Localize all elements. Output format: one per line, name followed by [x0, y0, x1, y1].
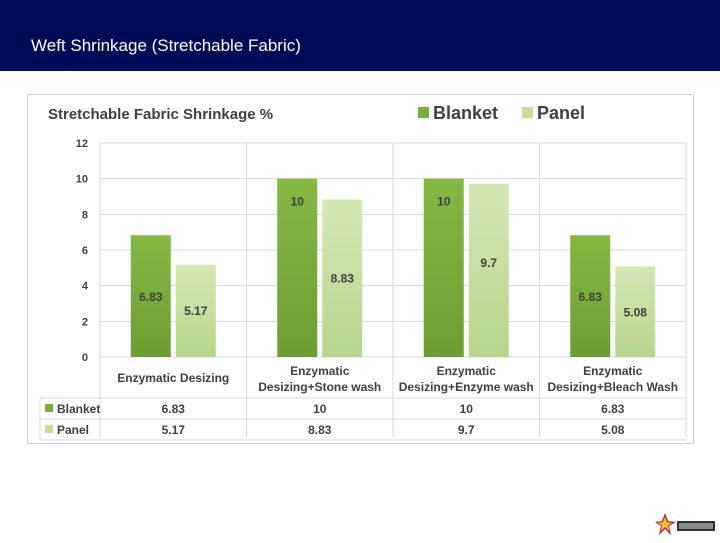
- table-row-header: Panel: [57, 423, 89, 437]
- slide-title: Weft Shrinkage (Stretchable Fabric): [31, 36, 301, 55]
- category-label: Desizing+Stone wash: [258, 380, 381, 394]
- data-label-panel: 5.17: [184, 304, 208, 318]
- bar-blanket: [423, 178, 464, 357]
- chart-title: Stretchable Fabric Shrinkage %: [48, 106, 273, 123]
- legend-swatch-panel: [522, 107, 533, 118]
- y-tick-label: 12: [76, 138, 88, 150]
- legend-label-panel: Panel: [537, 103, 585, 123]
- table-swatch-panel: [45, 425, 53, 433]
- data-label-blanket: 10: [437, 195, 451, 209]
- data-label-panel: 8.83: [331, 272, 355, 286]
- category-label: Enzymatic: [583, 364, 643, 378]
- category-label: Enzymatic: [290, 364, 350, 378]
- legend-swatch-blanket: [418, 107, 429, 118]
- bar-blanket: [130, 235, 171, 357]
- table-cell: 8.83: [308, 423, 332, 437]
- chart-bars: [130, 178, 656, 357]
- bar-panel: [322, 199, 363, 357]
- category-label: Desizing+Bleach Wash: [547, 380, 678, 394]
- bar-panel: [615, 266, 656, 357]
- data-label-panel: 5.08: [624, 305, 648, 319]
- table-cell: 6.83: [162, 402, 186, 416]
- data-label-blanket: 10: [291, 195, 305, 209]
- y-tick-label: 6: [82, 245, 88, 257]
- category-label: Desizing+Enzyme wash: [399, 380, 534, 394]
- category-label: Enzymatic Desizing: [117, 371, 229, 385]
- data-table: Enzymatic Desizing Enzymatic Desizing+Ston…: [39, 364, 686, 441]
- company-logo: [655, 510, 717, 538]
- table-cell: 10: [460, 402, 474, 416]
- bar-blanket: [570, 235, 611, 357]
- y-tick-label: 0: [82, 352, 88, 364]
- shrinkage-chart: Stretchable Fabric Shrinkage % Blanket Pa…: [39, 103, 687, 441]
- table-cell: 5.17: [162, 423, 186, 437]
- category-label: Enzymatic: [437, 364, 497, 378]
- chart-legend: Blanket Panel: [418, 103, 585, 123]
- chart-area: Stretchable Fabric Shrinkage % Blanket Pa…: [27, 94, 694, 444]
- legend-label-blanket: Blanket: [433, 103, 498, 123]
- bar-panel: [468, 184, 509, 357]
- y-axis: 0 2 4 6 8 10 12: [76, 138, 89, 364]
- bar-blanket: [277, 178, 318, 357]
- data-label-blanket: 6.83: [139, 290, 163, 304]
- table-cell: 6.83: [601, 402, 625, 416]
- bar-panel: [175, 264, 216, 357]
- data-label-blanket: 6.83: [579, 290, 603, 304]
- table-swatch-blanket: [45, 404, 53, 412]
- table-cell: 5.08: [601, 423, 625, 437]
- table-cell: 9.7: [458, 423, 475, 437]
- table-cell: 10: [313, 402, 327, 416]
- y-tick-label: 2: [82, 316, 88, 328]
- y-tick-label: 4: [82, 281, 89, 293]
- slide-header: Weft Shrinkage (Stretchable Fabric): [0, 0, 720, 71]
- y-tick-label: 8: [82, 209, 88, 221]
- data-label-panel: 9.7: [480, 256, 497, 270]
- data-labels: 6.83 5.17 10 8.83 10 9.7 6.83 5.08: [139, 195, 647, 320]
- table-row-header: Blanket: [57, 402, 100, 416]
- y-tick-label: 10: [76, 174, 88, 186]
